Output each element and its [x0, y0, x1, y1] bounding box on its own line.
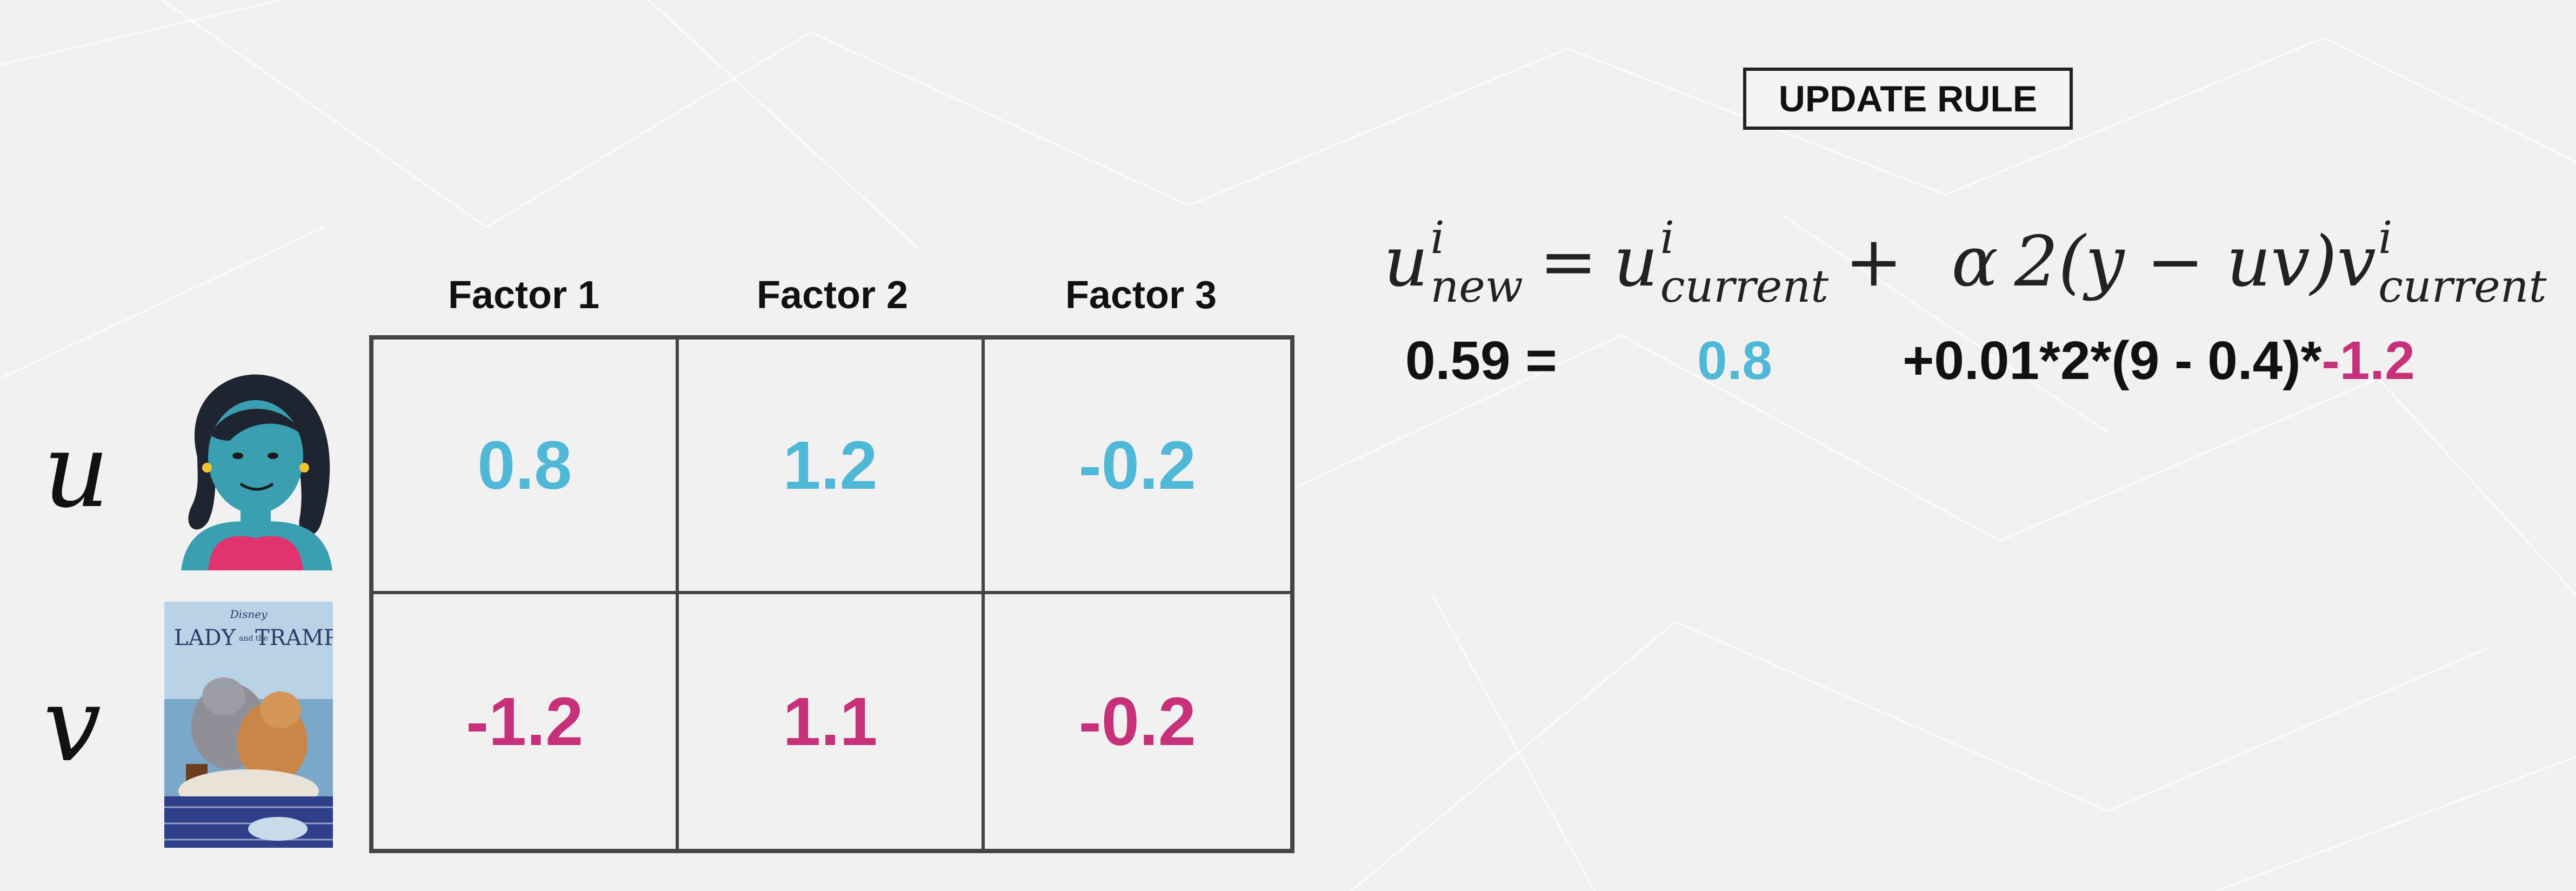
update-formula: u i new = u i current + α 2(y − uv) v i … — [1384, 212, 2547, 312]
factor-header-1: Factor 1 — [448, 274, 600, 317]
formula-lhs: u i new — [1384, 212, 1523, 312]
formula-plus: + — [1845, 222, 1903, 302]
svg-text:Disney: Disney — [230, 608, 268, 621]
movie-poster-image: Disney LADY and the TRAMP — [164, 602, 333, 848]
svg-text:and the: and the — [239, 634, 268, 643]
factor-header-2: Factor 2 — [756, 274, 909, 317]
user-avatar-icon — [181, 374, 332, 570]
formula-term-v: v i current — [2337, 212, 2547, 312]
svg-text:LADY: LADY — [174, 626, 236, 650]
calc-current: 0.8 — [1697, 330, 1773, 391]
v-factor-1-cell: -1.2 — [373, 594, 679, 849]
factor-table: 0.8 1.2 -0.2 -1.2 1.1 -0.2 — [369, 335, 1294, 853]
formula-gradient: 2(y − uv) — [2014, 222, 2337, 302]
formula-alpha: α — [1951, 222, 1998, 302]
calc-result: 0.59 = — [1405, 330, 1557, 391]
calc-increment: +0.01*2*(9 - 0.4)*-1.2 — [1903, 330, 2415, 391]
svg-text:TRAMP: TRAMP — [255, 626, 333, 650]
calc-v-value: -1.2 — [2321, 330, 2415, 391]
row-symbol-v: v — [43, 665, 102, 784]
v-factor-2-cell: 1.1 — [679, 594, 985, 849]
u-factor-2-cell: 1.2 — [679, 340, 985, 594]
v-factor-3-cell: -0.2 — [1078, 683, 1196, 760]
formula-equals: = — [1539, 222, 1598, 302]
u-factor-3-cell: -0.2 — [984, 340, 1290, 594]
u-factor-1-cell: 0.8 — [373, 340, 679, 594]
row-symbol-u: u — [43, 411, 110, 530]
formula-term-current: u i current — [1613, 212, 1829, 312]
update-rule-label: UPDATE RULE — [1743, 68, 2073, 130]
factor-header-3: Factor 3 — [1065, 274, 1217, 317]
